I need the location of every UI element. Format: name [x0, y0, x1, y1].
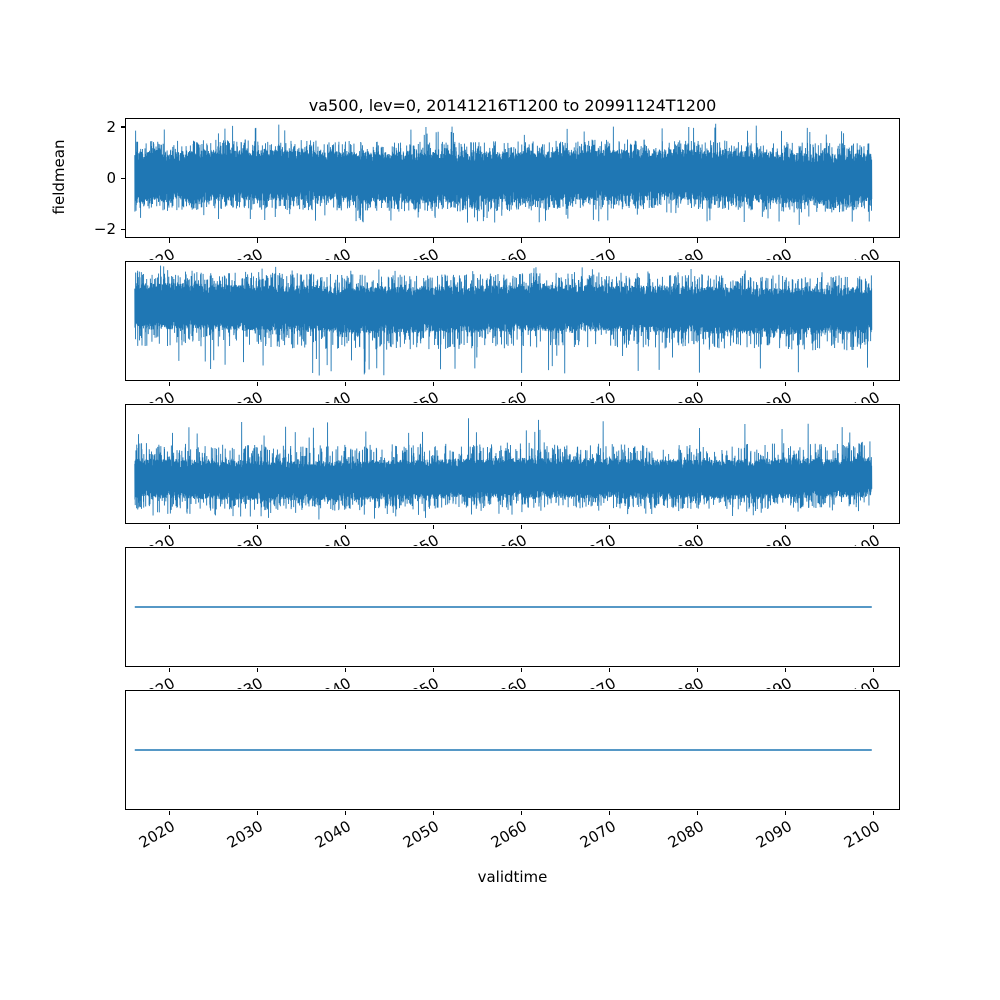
x-tick-mark-fieldmin-7 — [785, 381, 787, 386]
x-tick-mark-fieldmax-4 — [520, 524, 523, 529]
plot-panel-fieldmax — [125, 404, 900, 524]
x-tick-mark-fieldmin-5 — [609, 381, 611, 386]
x-tick-mark-fieldmean-3 — [432, 238, 435, 243]
figure-title: va500, lev=0, 20141216T1200 to 20991124T… — [308, 96, 717, 115]
x-tick-mark-numnan-5 — [609, 810, 611, 815]
x-tick-mark-numnan-4 — [520, 810, 523, 815]
x-tick-mark-nummasked-1 — [256, 667, 258, 672]
x-tick-mark-nummasked-7 — [785, 667, 787, 672]
x-tick-mark-nummasked-6 — [697, 667, 699, 672]
plot-panel-nummasked — [125, 547, 900, 667]
y-tick-mark-fieldmean-2 — [120, 126, 125, 128]
x-tick-mark-fieldmax-8 — [873, 524, 875, 529]
series-fieldmax — [126, 405, 899, 523]
y-tick-mark-fieldmean-1 — [120, 177, 125, 179]
x-tick-mark-fieldmin-4 — [520, 381, 523, 386]
x-tick-mark-fieldmean-7 — [785, 238, 787, 243]
x-tick-mark-fieldmean-6 — [697, 238, 699, 243]
x-tick-mark-fieldmin-3 — [432, 381, 435, 386]
plot-panel-fieldmean — [125, 118, 900, 238]
x-tick-mark-numnan-1 — [256, 810, 258, 815]
x-tick-mark-fieldmean-1 — [256, 238, 258, 243]
x-tick-mark-fieldmean-0 — [168, 238, 170, 243]
x-tick-mark-fieldmin-2 — [344, 381, 347, 386]
x-tick-mark-fieldmax-1 — [256, 524, 258, 529]
x-tick-mark-fieldmax-0 — [168, 524, 170, 529]
x-tick-mark-fieldmean-2 — [344, 238, 347, 243]
x-tick-mark-fieldmax-2 — [344, 524, 347, 529]
y-tick-label-fieldmean-2: 2 — [106, 117, 116, 136]
x-tick-mark-fieldmax-7 — [785, 524, 787, 529]
plot-panel-fieldmin — [125, 261, 900, 381]
x-tick-mark-fieldmean-5 — [609, 238, 611, 243]
x-tick-mark-fieldmin-8 — [873, 381, 875, 386]
x-tick-mark-nummasked-0 — [168, 667, 170, 672]
series-numnan — [126, 691, 899, 809]
x-axis-label: validtime — [477, 868, 548, 886]
x-tick-mark-nummasked-5 — [609, 667, 611, 672]
series-fieldmean — [126, 119, 899, 237]
y-tick-label-fieldmean-1: 0 — [106, 169, 116, 187]
x-tick-mark-fieldmax-3 — [432, 524, 435, 529]
x-tick-mark-nummasked-2 — [344, 667, 347, 672]
plot-area-fieldmax — [126, 405, 899, 523]
x-tick-mark-numnan-3 — [432, 810, 435, 815]
x-tick-mark-fieldmean-8 — [873, 238, 875, 243]
plot-area-nummasked — [126, 548, 899, 666]
plot-area-fieldmin — [126, 262, 899, 380]
x-tick-mark-nummasked-3 — [432, 667, 435, 672]
x-tick-mark-fieldmin-0 — [168, 381, 170, 386]
plot-area-fieldmean — [126, 119, 899, 237]
x-tick-mark-numnan-0 — [168, 810, 170, 815]
x-tick-mark-nummasked-4 — [520, 667, 523, 672]
y-tick-mark-fieldmean-0 — [120, 228, 125, 230]
y-tick-label-fieldmean-0: −2 — [93, 220, 116, 239]
x-tick-mark-nummasked-8 — [873, 667, 875, 672]
series-nummasked — [126, 548, 899, 666]
x-tick-mark-fieldmean-4 — [520, 238, 523, 243]
x-tick-mark-numnan-2 — [344, 810, 347, 815]
plot-area-numnan — [126, 691, 899, 809]
x-tick-mark-fieldmin-6 — [697, 381, 699, 386]
plot-panel-numnan — [125, 690, 900, 810]
x-tick-mark-fieldmax-5 — [609, 524, 611, 529]
x-tick-mark-fieldmax-6 — [697, 524, 699, 529]
series-fieldmin — [126, 262, 899, 380]
x-tick-mark-numnan-8 — [873, 810, 875, 815]
x-tick-mark-fieldmin-1 — [256, 381, 258, 386]
x-tick-mark-numnan-6 — [697, 810, 699, 815]
x-tick-mark-numnan-7 — [785, 810, 787, 815]
